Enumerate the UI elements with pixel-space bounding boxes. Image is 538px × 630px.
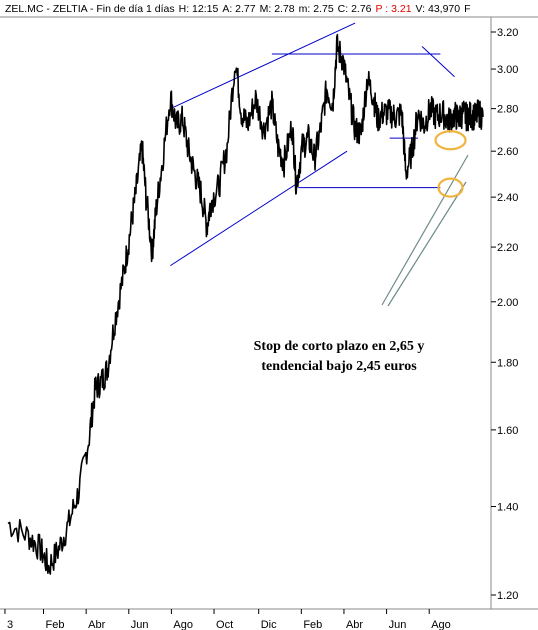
x-tick-label: Abr	[88, 619, 105, 630]
y-tick-label: 1.40	[497, 502, 518, 514]
x-tick-label: Jun	[131, 619, 149, 630]
header-segment: C: 2.76	[338, 3, 372, 15]
trendline	[170, 150, 348, 267]
annotation-arrows	[381, 154, 469, 307]
x-tick-label: 3	[7, 619, 13, 630]
header-segment: A: 2.77	[222, 3, 255, 15]
y-tick-label: 1.80	[497, 357, 518, 369]
x-tick-label: Abr	[346, 619, 363, 630]
chart-header: ZEL.MC - ZELTIA - Fin de día 1 días H: 12…	[5, 3, 471, 15]
stop-level-highlight	[437, 177, 464, 198]
y-tick-label: 3.20	[497, 27, 518, 39]
y-tick-label: 3.00	[497, 64, 518, 76]
y-tick-label: 2.00	[497, 297, 518, 309]
header-segment: m: 2.75	[299, 3, 334, 15]
annotation-line-2: tendencial bajo 2,45 euros	[261, 359, 417, 374]
annotation-line-1: Stop de corto plazo en 2,65 y	[254, 339, 425, 354]
x-axis: 3 Feb Abr Jun Ago Oct Dic Feb Abr Jun Ago	[4, 609, 451, 630]
x-tick-label: Oct	[216, 619, 233, 630]
y-tick-label: 2.60	[497, 146, 518, 158]
header-segment: F	[464, 3, 470, 15]
header-segment: P : 3.21	[376, 3, 412, 15]
header-segment: ZEL.MC - ZELTIA - Fin de día 1 días	[5, 3, 175, 15]
header-segment: M: 2.78	[260, 3, 295, 15]
highlight-circles	[434, 130, 467, 198]
annotation-text: Stop de corto plazo en 2,65 y tendencial…	[254, 339, 425, 374]
y-tick-label: 2.20	[497, 242, 518, 254]
y-tick-label: 1.60	[497, 425, 518, 437]
trendline	[421, 46, 455, 78]
price-series-line	[7, 33, 484, 575]
trendlines	[170, 22, 455, 267]
y-axis: 1.20 1.40 1.60 1.80 2.00 2.20 2.40 2.60 2.80 3.00…	[491, 27, 518, 602]
trendline	[170, 22, 356, 110]
x-tick-label: Ago	[173, 619, 193, 630]
annotation-arrow	[381, 154, 469, 306]
y-tick-label: 1.20	[497, 590, 518, 602]
annotation-arrow	[387, 181, 467, 307]
price-series-layer	[7, 33, 484, 575]
header-bar: ZEL.MC - ZELTIA - Fin de día 1 días H: 12…	[5, 3, 471, 15]
x-tick-label: Dic	[261, 619, 277, 630]
y-tick-label: 2.40	[497, 192, 518, 204]
header-segment: V: 43,970	[416, 3, 461, 15]
header-segment: H: 12:15	[179, 3, 219, 15]
x-tick-label: Feb	[303, 619, 322, 630]
y-tick-label: 2.80	[497, 104, 518, 116]
x-tick-label: Ago	[431, 619, 451, 630]
stop-level-highlight	[434, 130, 467, 151]
x-tick-label: Jun	[389, 619, 407, 630]
x-tick-label: Feb	[46, 619, 65, 630]
